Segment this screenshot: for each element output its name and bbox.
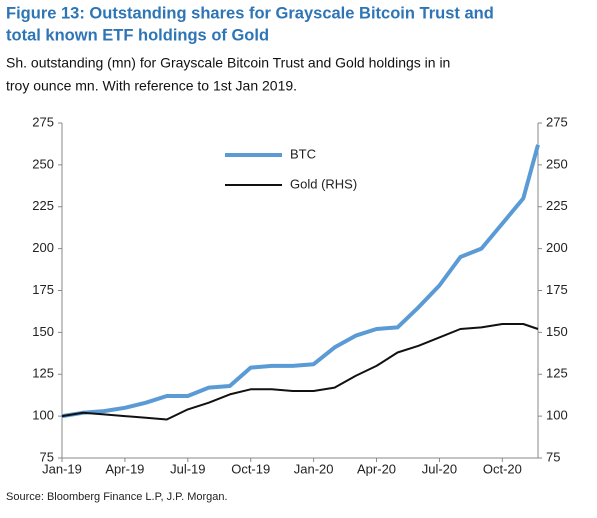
x-tick-label: Jul-19: [170, 461, 205, 476]
y2-tick-label: 250: [546, 156, 568, 171]
y2-tick-label: 75: [546, 449, 560, 464]
x-tick-label: Jul-20: [422, 461, 457, 476]
y-tick-label: 125: [32, 366, 54, 381]
y-tick-label: 275: [32, 114, 54, 129]
y2-tick-label: 175: [546, 282, 568, 297]
y2-tick-label: 200: [546, 240, 568, 255]
x-tick-label: Oct-20: [483, 461, 522, 476]
y-tick-label: 100: [32, 408, 54, 423]
y-tick-label: 150: [32, 324, 54, 339]
x-tick-label: Jan-19: [42, 461, 82, 476]
chart-subtitle: Sh. outstanding (mn) for Grayscale Bitco…: [6, 55, 450, 71]
y-tick-label: 175: [32, 282, 54, 297]
chart-title: Figure 13: Outstanding shares for Graysc…: [6, 4, 494, 22]
x-tick-label: Jan-20: [294, 461, 334, 476]
y2-tick-label: 125: [546, 366, 568, 381]
legend-label: BTC: [290, 146, 316, 161]
y-tick-label: 200: [32, 240, 54, 255]
x-tick-label: Apr-20: [357, 461, 396, 476]
x-tick-label: Oct-19: [231, 461, 270, 476]
y-tick-label: 225: [32, 198, 54, 213]
series-line: [61, 323, 539, 421]
chart-title: total known ETF holdings of Gold: [6, 26, 269, 44]
source: Source: Bloomberg Finance L.P, J.P. Morg…: [6, 491, 228, 503]
chart-subtitle: troy ounce mn. With reference to 1st Jan…: [6, 78, 297, 94]
y-tick-label: 250: [32, 156, 54, 171]
y2-tick-label: 100: [546, 408, 568, 423]
y2-tick-label: 225: [546, 198, 568, 213]
y2-tick-label: 150: [546, 324, 568, 339]
x-tick-label: Apr-19: [105, 461, 144, 476]
y-tick-label: 75: [40, 449, 54, 464]
series-line: [61, 144, 540, 419]
legend-label: Gold (RHS): [290, 176, 357, 191]
y2-tick-label: 275: [546, 114, 568, 129]
